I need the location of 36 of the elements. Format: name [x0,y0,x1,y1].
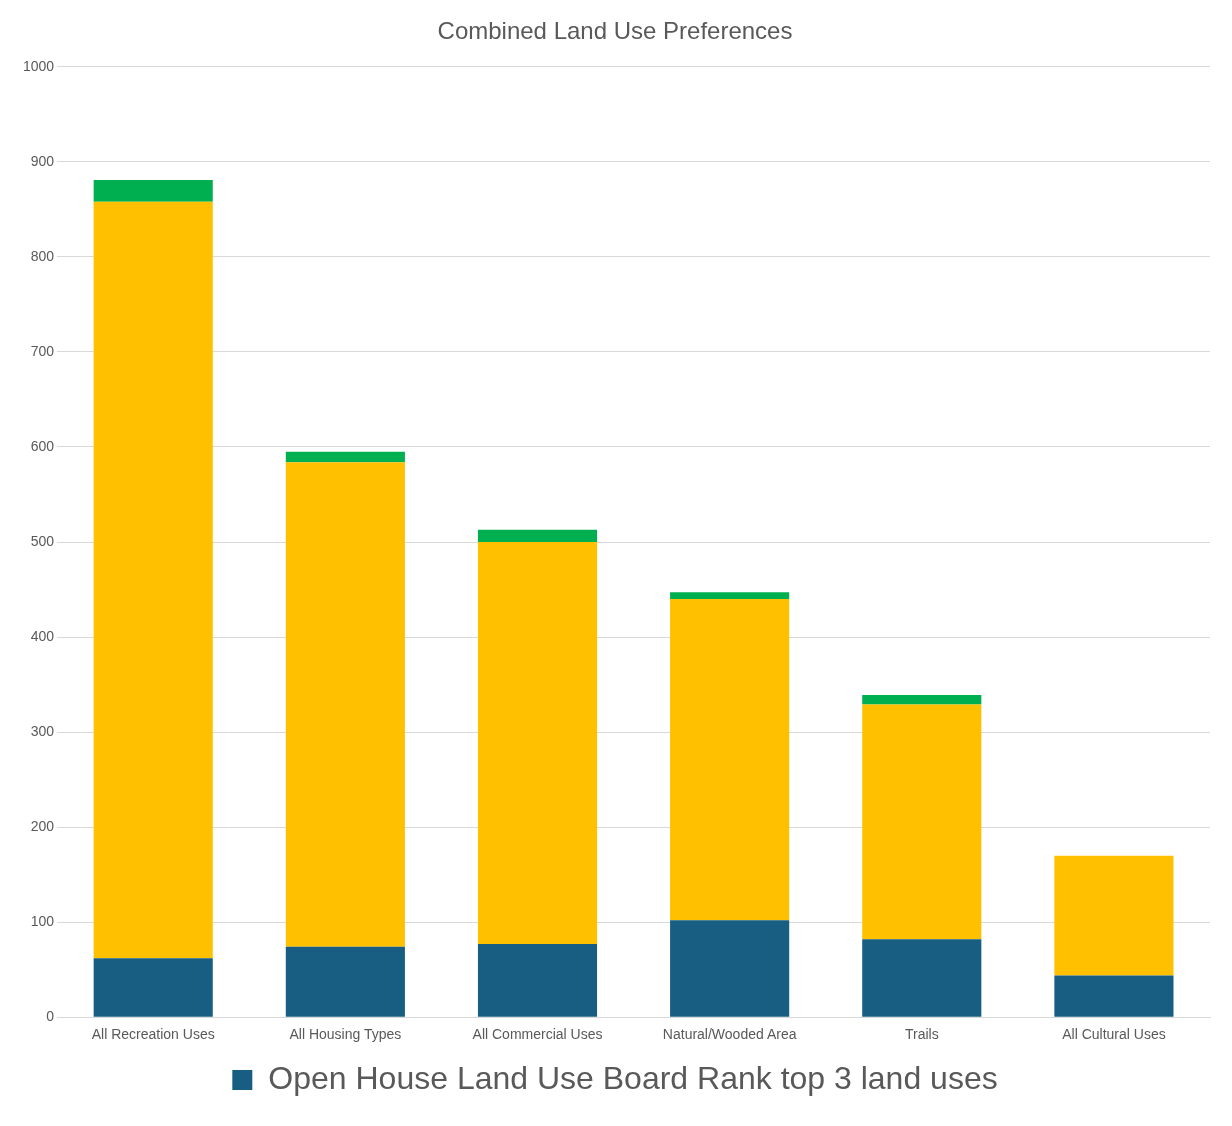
y-tick-label: 300 [30,722,55,739]
y-tick-label: 100 [30,913,55,930]
y-tick-label: 1000 [22,57,55,74]
y-tick-label: 200 [30,817,55,834]
x-tick-label: Natural/Wooded Area [662,1026,797,1043]
bar [93,201,213,959]
bar [862,939,982,1017]
bar [285,946,405,1017]
chart-title: Combined Land Use Preferences [437,17,793,45]
bar [93,958,213,1017]
bar [285,462,405,947]
legend-label: Open House Land Use Board Rank top 3 land uses [268,1059,998,1096]
bar [285,451,405,463]
x-tick-label: All Recreation Uses [91,1026,215,1043]
bar [670,592,790,600]
x-tick-label: Trails [904,1026,939,1043]
y-tick-label: 600 [30,437,55,454]
bar [862,695,982,705]
bar [477,944,598,1017]
bar [1054,855,1174,976]
y-tick-label: 800 [30,247,55,264]
x-tick-label: All Cultural Uses [1062,1026,1166,1043]
y-tick-label: 400 [30,627,55,644]
x-tick-label: All Commercial Uses [472,1026,603,1043]
x-tick-label: All Housing Types [289,1026,402,1043]
y-tick-label: 900 [30,152,55,169]
bar [670,599,790,921]
bar [670,920,790,1017]
y-tick-label: 700 [30,342,55,359]
bar [477,529,598,542]
y-tick-label: 0 [46,1008,55,1025]
bar [93,179,213,202]
y-tick-label: 500 [30,532,55,549]
bar [862,704,982,940]
bar [1054,975,1174,1017]
bar [477,542,598,945]
